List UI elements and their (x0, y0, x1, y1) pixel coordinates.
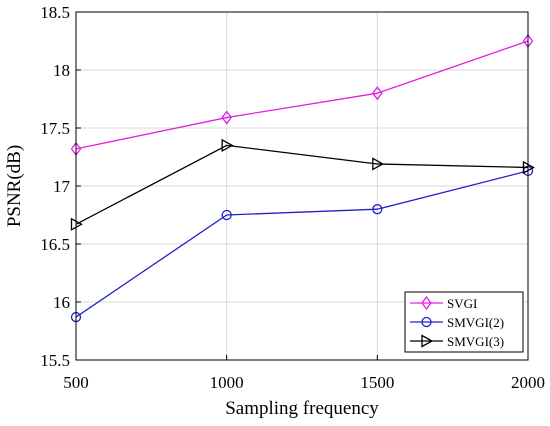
legend-label: SVGI (447, 296, 477, 311)
y-tick-label: 17.5 (40, 119, 70, 138)
diamond-marker (221, 110, 232, 125)
legend-label: SMVGI(2) (447, 315, 504, 330)
series-smvgi-3- (70, 138, 535, 231)
diamond-marker (372, 86, 383, 101)
triangle-marker (372, 157, 385, 171)
x-tick-label: 1500 (360, 373, 394, 392)
series-line (75, 170, 529, 318)
series-line (75, 40, 529, 150)
triangle-marker (221, 138, 234, 152)
y-tick-label: 18 (53, 61, 70, 80)
x-axis-ticks: 500 1000 1500 2000 (63, 355, 545, 392)
y-tick-label: 16.5 (40, 235, 70, 254)
series-svgi (70, 33, 534, 156)
circle-marker (221, 209, 232, 221)
y-tick-label: 16 (53, 293, 70, 312)
triangle-marker (421, 334, 434, 348)
x-tick-label: 500 (63, 373, 89, 392)
y-tick-label: 18.5 (40, 3, 70, 22)
y-axis-label: PSNR(dB) (4, 145, 25, 227)
x-tick-label: 1000 (210, 373, 244, 392)
series-layer (70, 33, 535, 323)
diamond-marker (421, 295, 432, 311)
x-axis-label: Sampling frequency (225, 398, 379, 419)
y-tick-label: 17 (53, 177, 71, 196)
x-tick-label: 2000 (511, 373, 545, 392)
legend-label: SMVGI(3) (447, 334, 504, 349)
y-tick-label: 15.5 (40, 351, 70, 370)
circle-marker (421, 316, 432, 328)
series-line (75, 144, 529, 225)
circle-marker (372, 204, 383, 215)
legend: SVGI SMVGI(2) SMVGI(3) (404, 291, 524, 353)
y-axis-ticks: 15.5 16 16.5 17 17.5 18 18.5 (40, 3, 81, 370)
